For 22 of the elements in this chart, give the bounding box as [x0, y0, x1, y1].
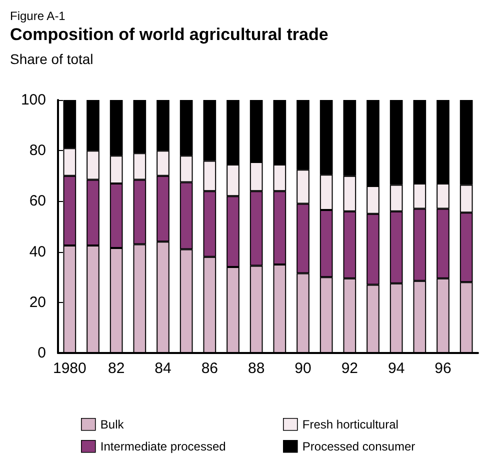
x-tick-label: 84: [154, 360, 172, 377]
x-tick-label: 82: [108, 360, 125, 377]
legend-label: Intermediate processed: [100, 439, 226, 454]
x-tick-label: 96: [434, 360, 452, 377]
x-tick-label: 90: [294, 360, 312, 377]
legend-label: Fresh horticultural: [302, 417, 398, 432]
y-tick-label: 100: [20, 92, 46, 108]
x-tick-label: 92: [341, 360, 358, 377]
y-tick-label: 20: [29, 294, 46, 311]
y-tick-label: 60: [29, 192, 46, 210]
text: Figure A-1: [10, 9, 66, 23]
y-tick-label: 40: [29, 243, 46, 260]
legend-label: Processed consumer: [302, 439, 416, 454]
chart-title: Composition of world agricultural trade: [10, 25, 328, 44]
x-tick-label: 86: [201, 360, 218, 377]
x-tick-label: 88: [248, 360, 265, 377]
y-axis-title: Share of total: [10, 51, 94, 67]
x-tick-label: 1980: [52, 360, 86, 377]
y-tick-label: 0: [38, 344, 46, 362]
x-tick-label: 94: [388, 360, 405, 377]
y-tick-label: 80: [29, 142, 46, 160]
legend-label: Bulk: [100, 417, 125, 432]
